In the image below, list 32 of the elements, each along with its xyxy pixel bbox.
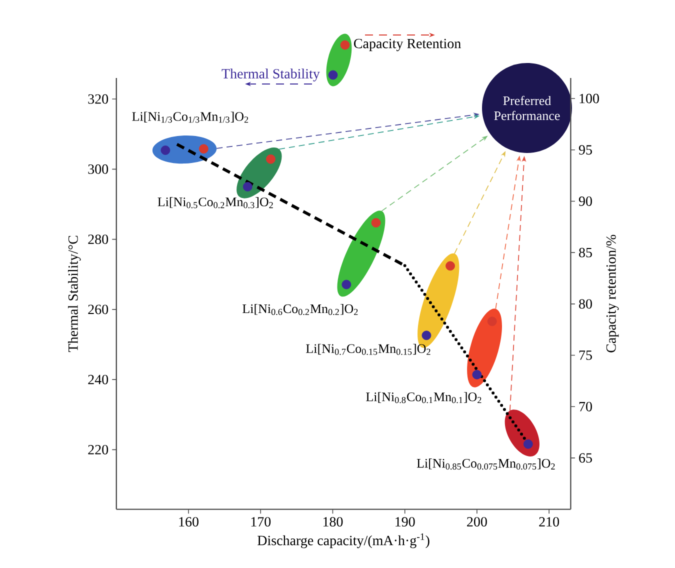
annotation: Li[Ni$_{0.8}$Co$_{0.1}$Mn$_{0.1}$]O$_{2}$ <box>366 392 482 404</box>
y-tick-label: 320 <box>88 94 108 104</box>
y2-tick-label: 85 <box>579 248 592 258</box>
annotation: Preferred Performance <box>494 96 560 120</box>
y2-axis-title: Capacity retention/% <box>606 234 619 352</box>
legend-label: Capacity Retention <box>354 38 461 52</box>
y-tick-label: 280 <box>88 234 108 244</box>
y2-tick-label: 75 <box>579 350 592 360</box>
y2-tick-label: 95 <box>578 145 592 155</box>
x-tick-label: 190 <box>396 517 415 527</box>
y-tick-label: 220 <box>88 444 108 454</box>
annotation: Li[Ni$_{0.85}$Co$_{0.075}$Mn$_{0.075}$]O$_{2}$ <box>416 458 555 470</box>
x-tick-label: 160 <box>179 517 198 527</box>
annotation: Li[Ni$_{0.5}$Co$_{0.2}$Mn$_{0.3}$]O$_{2}$ <box>158 197 273 208</box>
x-tick-label: 200 <box>467 517 487 527</box>
x-tick-label: 180 <box>323 517 343 527</box>
x-tick-label: 170 <box>251 517 271 527</box>
y2-tick-label: 65 <box>579 453 592 463</box>
annotation: Li[Ni$_{0.6}$Co$_{0.2}$Mn$_{0.2}$]O$_{2}$ <box>242 304 358 316</box>
x-tick-label: 210 <box>539 517 560 527</box>
annotation: Li[Ni$_{0.7}$Co$_{0.15}$Mn$_{0.15}$]O$_{2}$ <box>306 344 430 355</box>
y-axis-title: Thermal Stability/°C <box>68 236 81 352</box>
y2-tick-label: 70 <box>579 402 592 412</box>
y2-tick-label: 80 <box>579 299 592 309</box>
y2-tick-label: 90 <box>578 196 592 206</box>
y-tick-label: 300 <box>88 164 108 174</box>
y-tick-label: 240 <box>88 374 108 384</box>
y-tick-label: 260 <box>88 304 108 314</box>
text: Thermal Stability <box>222 68 320 82</box>
annotation: Li[Ni$_{1/3}$Co$_{1/3}$Mn$_{1/3}$]O$_{2}$ <box>132 112 248 123</box>
y2-tick-label: 100 <box>580 94 599 104</box>
x-axis-title: Discharge capacity/(mA·h·g$^{-1}$) <box>258 533 430 548</box>
